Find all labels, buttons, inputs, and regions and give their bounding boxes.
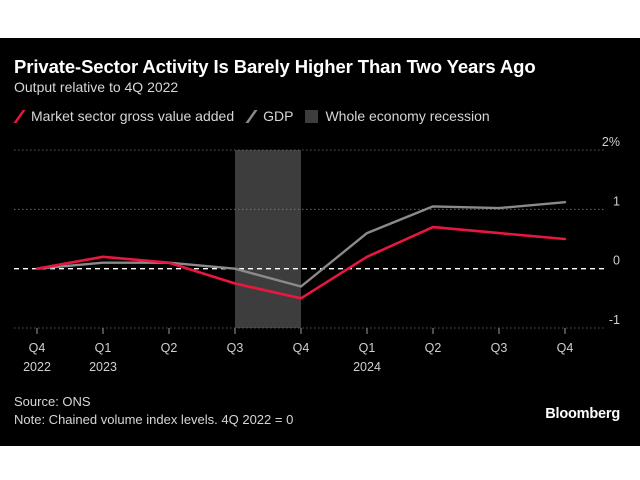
x-tick-label: Q2 — [425, 341, 442, 355]
legend-label-market-sector: Market sector gross value added — [31, 108, 235, 124]
x-tick-label: Q2 — [161, 341, 178, 355]
y-tick-label: 2% — [602, 135, 620, 149]
x-tick-label: Q4 — [557, 341, 574, 355]
recession-band — [235, 150, 301, 328]
chart-card: Private-Sector Activity Is Barely Higher… — [0, 38, 640, 446]
chart-legend: Market sector gross value added GDP Whol… — [13, 107, 502, 125]
series-line-gdp — [35, 200, 567, 288]
legend-item-market-sector: Market sector gross value added — [13, 108, 235, 124]
x-tick-label: Q1 — [359, 341, 376, 355]
chart-title: Private-Sector Activity Is Barely Higher… — [14, 56, 536, 77]
x-tick-label: Q4 — [293, 341, 310, 355]
y-tick-label: 0 — [613, 254, 620, 268]
y-tick-label: -1 — [609, 313, 620, 327]
x-tick-label: Q1 — [95, 341, 112, 355]
x-tick-year-label: 2022 — [23, 360, 51, 374]
footnote: Note: Chained volume index levels. 4Q 20… — [14, 412, 294, 427]
chart-subtitle: Output relative to 4Q 2022 — [14, 79, 179, 95]
x-tick-label: Q3 — [227, 341, 244, 355]
x-tick-year-label: 2024 — [353, 360, 381, 374]
legend-item-gdp: GDP — [245, 108, 294, 124]
legend-label-gdp: GDP — [263, 108, 294, 124]
x-tick-label: Q3 — [491, 341, 508, 355]
source-note: Source: ONS — [14, 394, 91, 409]
legend-swatch-recession — [305, 109, 319, 123]
y-tick-label: 1 — [613, 194, 620, 208]
line-chart: 2% 1 0 -1 Q4 2022 Q1 2023 Q2 Q3 Q4 Q1 2024 Q2 Q3 Q4 — [14, 135, 620, 374]
legend-label-recession: Whole economy recession — [325, 108, 490, 124]
x-tick-label: Q4 — [29, 341, 46, 355]
x-tick-year-label: 2023 — [89, 360, 117, 374]
bloomberg-logo: Bloomberg — [545, 406, 620, 422]
legend-item-recession: Whole economy recession — [305, 108, 490, 124]
series-line-market-sector — [35, 225, 567, 300]
